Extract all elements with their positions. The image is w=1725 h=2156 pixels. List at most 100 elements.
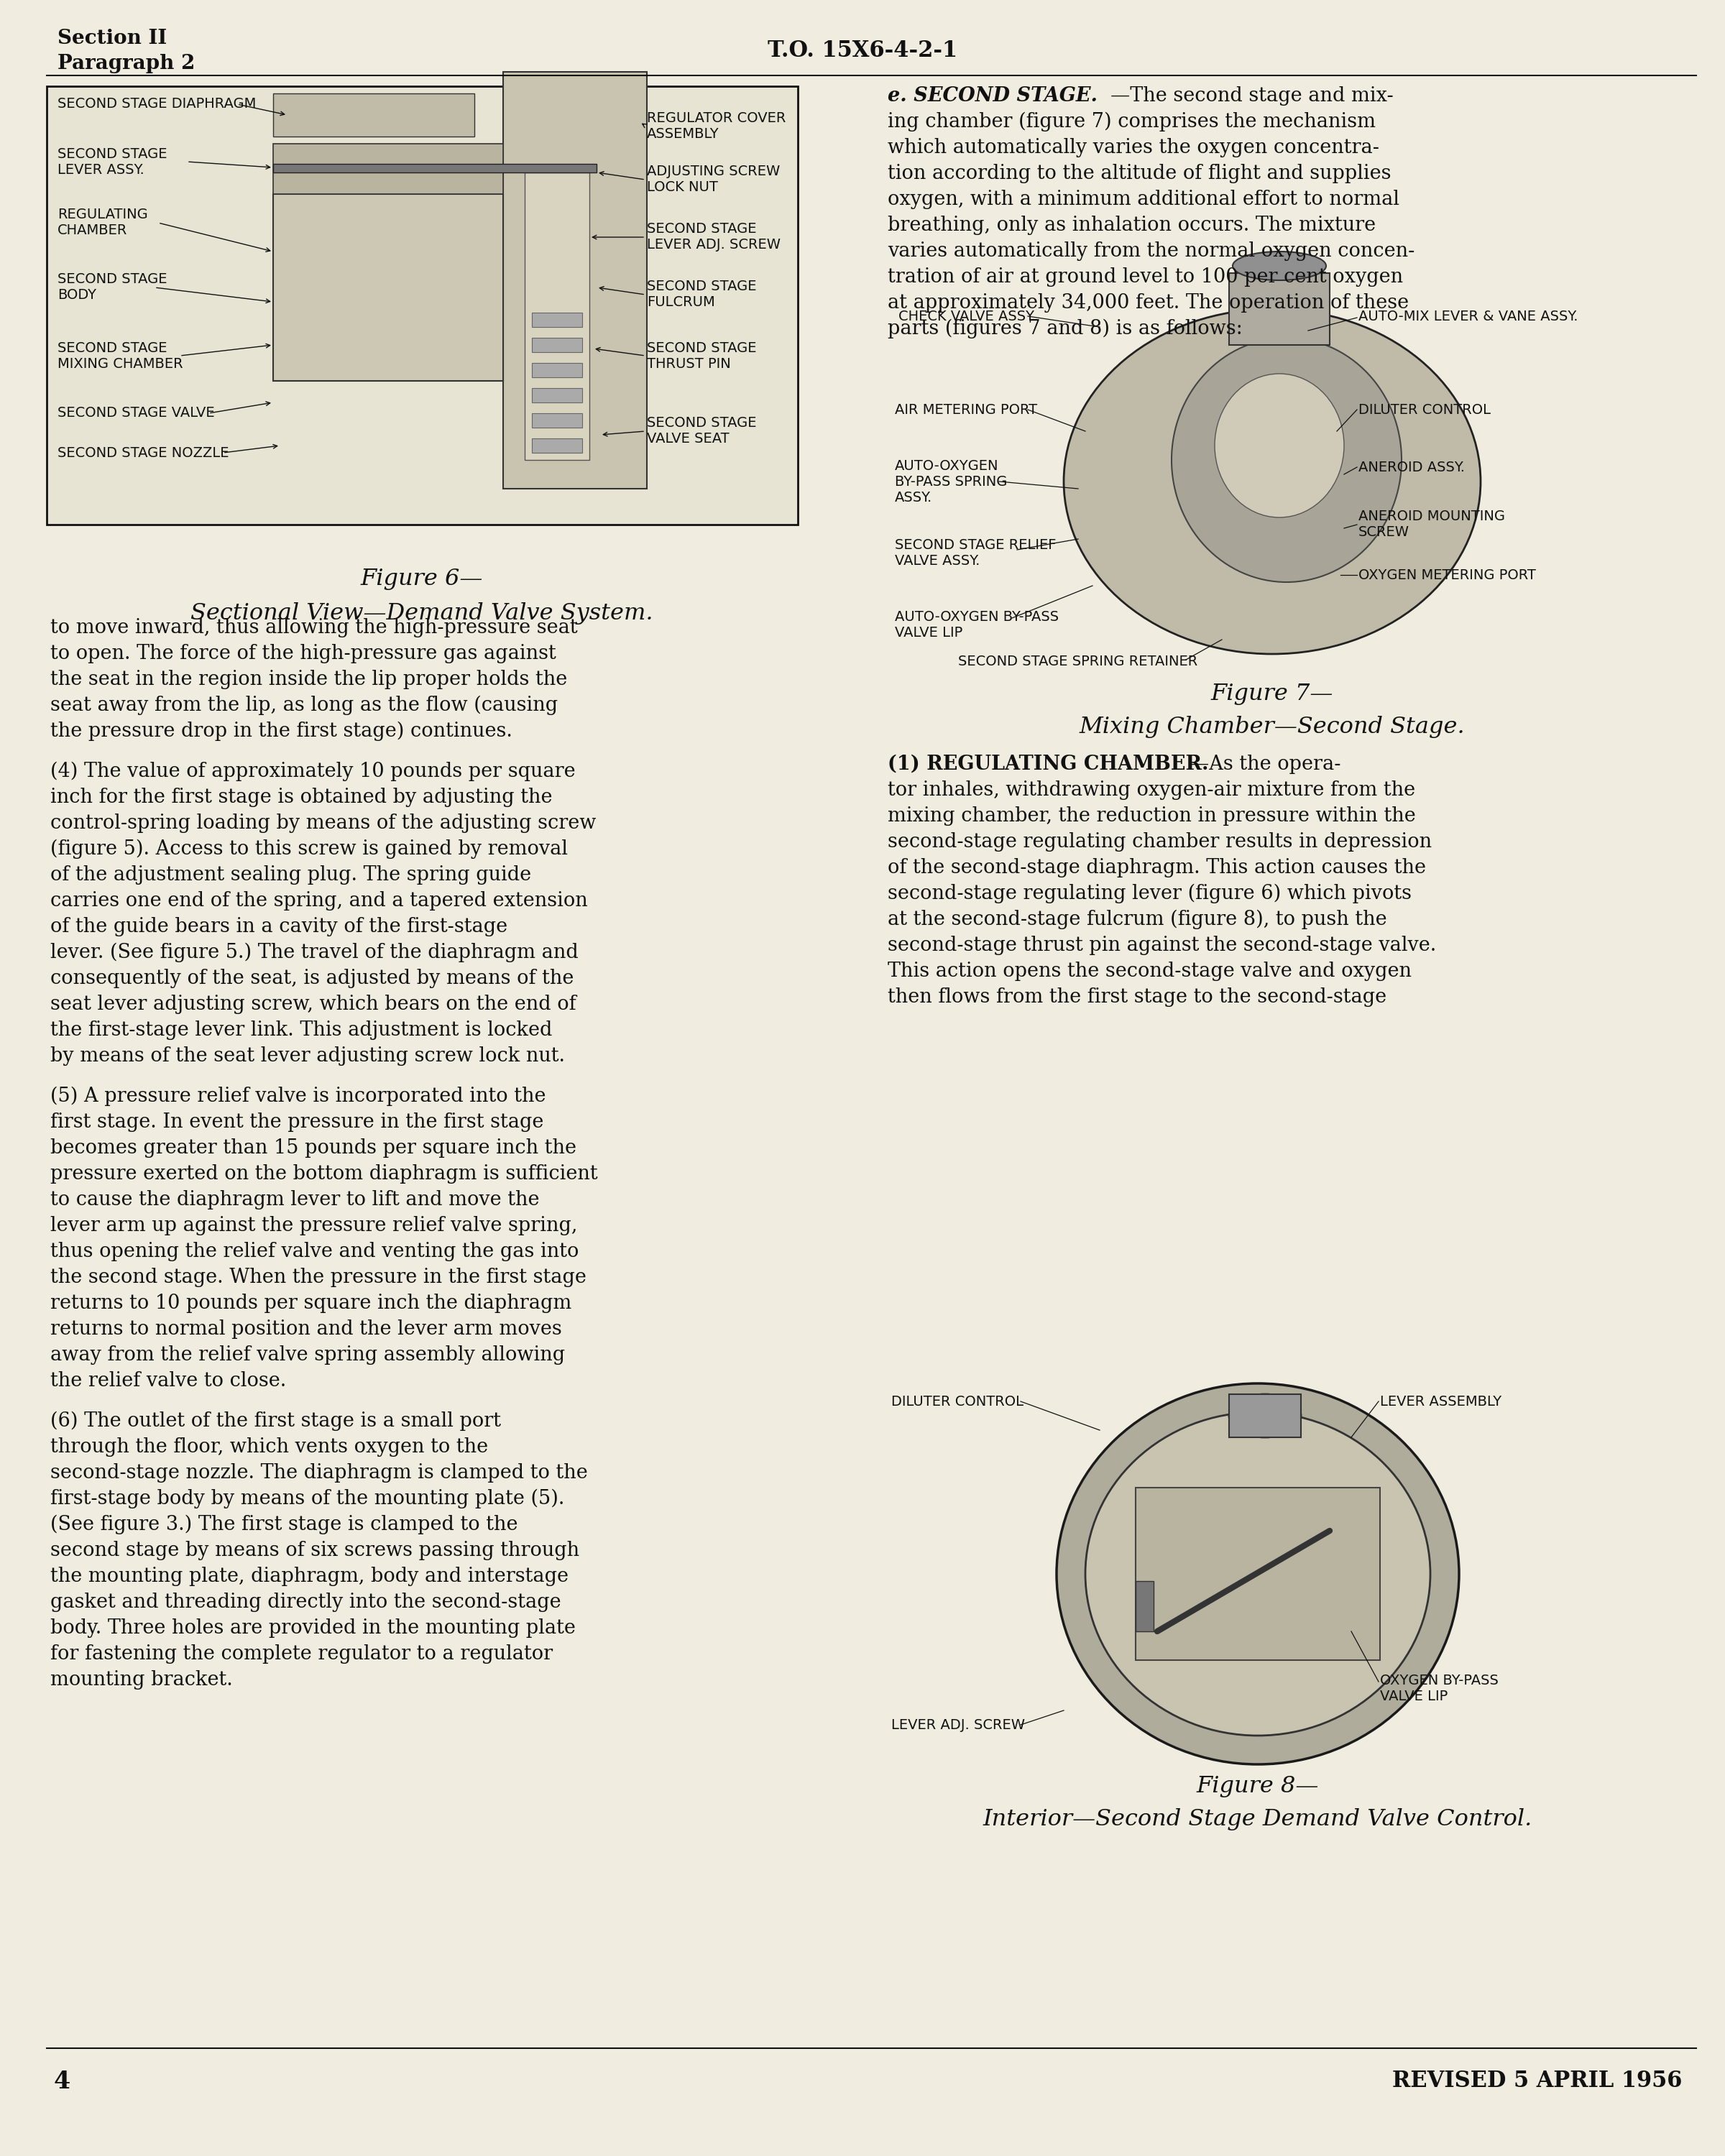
Text: (6) The outlet of the first stage is a small port: (6) The outlet of the first stage is a s… [50, 1412, 500, 1432]
Text: AUTO-MIX LEVER & VANE ASSY.: AUTO-MIX LEVER & VANE ASSY. [1359, 310, 1578, 323]
Bar [273, 164, 597, 172]
Text: Paragraph 2: Paragraph 2 [57, 54, 195, 73]
Text: Interior—Second Stage Demand Valve Control.: Interior—Second Stage Demand Valve Contr… [983, 1809, 1532, 1830]
Text: the first-stage lever link. This adjustment is locked: the first-stage lever link. This adjustm… [50, 1020, 552, 1039]
Bar [531, 388, 583, 403]
Text: seat away from the lip, as long as the flow (causing: seat away from the lip, as long as the f… [50, 696, 557, 716]
Text: (4) The value of approximately 10 pounds per square: (4) The value of approximately 10 pounds… [50, 761, 576, 780]
Bar [1135, 1488, 1380, 1660]
Text: REGULATING
CHAMBER: REGULATING CHAMBER [57, 209, 148, 237]
Ellipse shape [1064, 308, 1480, 653]
Text: the relief valve to close.: the relief valve to close. [50, 1371, 286, 1391]
Text: SECOND STAGE SPRING RETAINER: SECOND STAGE SPRING RETAINER [959, 655, 1197, 668]
Text: returns to 10 pounds per square inch the diaphragm: returns to 10 pounds per square inch the… [50, 1294, 571, 1313]
Text: the pressure drop in the first stage) continues.: the pressure drop in the first stage) co… [50, 722, 512, 742]
Text: SECOND STAGE
FULCRUM: SECOND STAGE FULCRUM [647, 280, 757, 310]
Text: OXYGEN BY-PASS
VALVE LIP: OXYGEN BY-PASS VALVE LIP [1380, 1673, 1499, 1703]
Text: SECOND STAGE VALVE: SECOND STAGE VALVE [57, 405, 214, 420]
Text: second-stage regulating chamber results in depression: second-stage regulating chamber results … [888, 832, 1432, 852]
Text: control-spring loading by means of the adjusting screw: control-spring loading by means of the a… [50, 813, 597, 832]
Text: SECOND STAGE DIAPHRAGM: SECOND STAGE DIAPHRAGM [57, 97, 255, 110]
Text: returns to normal position and the lever arm moves: returns to normal position and the lever… [50, 1319, 562, 1339]
Text: of the guide bears in a cavity of the first-stage: of the guide bears in a cavity of the fi… [50, 916, 507, 936]
Text: becomes greater than 15 pounds per square inch the: becomes greater than 15 pounds per squar… [50, 1138, 576, 1158]
Text: lever. (See figure 5.) The travel of the diaphragm and: lever. (See figure 5.) The travel of the… [50, 942, 578, 962]
Bar [531, 362, 583, 377]
Text: ANEROID MOUNTING
SCREW: ANEROID MOUNTING SCREW [1359, 511, 1504, 539]
Text: Sectional View—Demand Valve System.: Sectional View—Demand Valve System. [191, 602, 654, 625]
Text: AUTO-OXYGEN BY-PASS
VALVE LIP: AUTO-OXYGEN BY-PASS VALVE LIP [895, 610, 1059, 640]
Text: Figure 6—: Figure 6— [361, 567, 483, 591]
Bar [531, 414, 583, 427]
Text: DILUTER CONTROL: DILUTER CONTROL [892, 1395, 1023, 1408]
Bar [273, 144, 504, 194]
Text: the second stage. When the pressure in the first stage: the second stage. When the pressure in t… [50, 1268, 586, 1287]
Text: gasket and threading directly into the second-stage: gasket and threading directly into the s… [50, 1593, 561, 1613]
Text: oxygen, with a minimum additional effort to normal: oxygen, with a minimum additional effort… [888, 190, 1399, 209]
Text: (5) A pressure relief valve is incorporated into the: (5) A pressure relief valve is incorpora… [50, 1087, 545, 1106]
Text: of the adjustment sealing plug. The spring guide: of the adjustment sealing plug. The spri… [50, 865, 531, 884]
Ellipse shape [1085, 1412, 1430, 1736]
Text: ADJUSTING SCREW
LOCK NUT: ADJUSTING SCREW LOCK NUT [647, 166, 780, 194]
Text: AUTO-OXYGEN
BY-PASS SPRING
ASSY.: AUTO-OXYGEN BY-PASS SPRING ASSY. [895, 459, 1007, 505]
Text: CHECK VALVE ASSY.: CHECK VALVE ASSY. [899, 310, 1037, 323]
Text: mixing chamber, the reduction in pressure within the: mixing chamber, the reduction in pressur… [888, 806, 1416, 826]
Bar [531, 438, 583, 453]
Ellipse shape [1228, 1395, 1301, 1438]
Text: T.O. 15X6-4-2-1: T.O. 15X6-4-2-1 [768, 39, 957, 63]
Text: This action opens the second-stage valve and oxygen: This action opens the second-stage valve… [888, 962, 1411, 981]
Text: at the second-stage fulcrum (figure 8), to push the: at the second-stage fulcrum (figure 8), … [888, 910, 1387, 929]
Text: consequently of the seat, is adjusted by means of the: consequently of the seat, is adjusted by… [50, 968, 574, 987]
Text: e. SECOND STAGE.: e. SECOND STAGE. [888, 86, 1097, 106]
Text: Section II: Section II [57, 28, 167, 47]
Text: by means of the seat lever adjusting screw lock nut.: by means of the seat lever adjusting scr… [50, 1046, 566, 1065]
Text: for fastening the complete regulator to a regulator: for fastening the complete regulator to … [50, 1645, 552, 1664]
Text: tor inhales, withdrawing oxygen-air mixture from the: tor inhales, withdrawing oxygen-air mixt… [888, 780, 1414, 800]
Text: carries one end of the spring, and a tapered extension: carries one end of the spring, and a tap… [50, 890, 588, 910]
Text: SECOND STAGE
THRUST PIN: SECOND STAGE THRUST PIN [647, 341, 757, 371]
Text: lever arm up against the pressure relief valve spring,: lever arm up against the pressure relief… [50, 1216, 578, 1235]
Text: away from the relief valve spring assembly allowing: away from the relief valve spring assemb… [50, 1345, 566, 1365]
Text: breathing, only as inhalation occurs. The mixture: breathing, only as inhalation occurs. Th… [888, 216, 1377, 235]
Text: thus opening the relief valve and venting the gas into: thus opening the relief valve and ventin… [50, 1242, 580, 1261]
Text: SECOND STAGE RELIEF
VALVE ASSY.: SECOND STAGE RELIEF VALVE ASSY. [895, 539, 1056, 569]
Text: SECOND STAGE
LEVER ASSY.: SECOND STAGE LEVER ASSY. [57, 147, 167, 177]
Text: parts (figures 7 and 8) is as follows:: parts (figures 7 and 8) is as follows: [888, 319, 1242, 338]
Bar [531, 313, 583, 328]
Text: SECOND STAGE
LEVER ADJ. SCREW: SECOND STAGE LEVER ADJ. SCREW [647, 222, 780, 252]
Text: inch for the first stage is obtained by adjusting the: inch for the first stage is obtained by … [50, 787, 552, 806]
Text: LEVER ASSEMBLY: LEVER ASSEMBLY [1380, 1395, 1501, 1408]
Text: the mounting plate, diaphragm, body and interstage: the mounting plate, diaphragm, body and … [50, 1567, 569, 1587]
Text: ing chamber (figure 7) comprises the mechanism: ing chamber (figure 7) comprises the mec… [888, 112, 1377, 132]
Text: SECOND STAGE NOZZLE: SECOND STAGE NOZZLE [57, 446, 229, 459]
Text: Figure 8—: Figure 8— [1197, 1774, 1320, 1798]
Text: which automatically varies the oxygen concentra-: which automatically varies the oxygen co… [888, 138, 1380, 157]
Text: AIR METERING PORT: AIR METERING PORT [895, 403, 1037, 416]
Text: (1) REGULATING CHAMBER.: (1) REGULATING CHAMBER. [888, 755, 1209, 774]
Ellipse shape [1233, 252, 1327, 280]
Bar [1228, 274, 1330, 345]
Text: second-stage regulating lever (figure 6) which pivots: second-stage regulating lever (figure 6)… [888, 884, 1411, 903]
Text: first stage. In event the pressure in the first stage: first stage. In event the pressure in th… [50, 1112, 543, 1132]
Text: ANEROID ASSY.: ANEROID ASSY. [1359, 461, 1465, 474]
Text: REVISED 5 APRIL 1956: REVISED 5 APRIL 1956 [1392, 2070, 1682, 2091]
Text: 4: 4 [53, 2070, 71, 2093]
Bar [524, 172, 590, 459]
FancyBboxPatch shape [47, 86, 797, 524]
Text: tration of air at ground level to 100 per cent oxygen: tration of air at ground level to 100 pe… [888, 267, 1402, 287]
Text: through the floor, which vents oxygen to the: through the floor, which vents oxygen to… [50, 1438, 488, 1457]
Text: to move inward, thus allowing the high-pressure seat: to move inward, thus allowing the high-p… [50, 619, 578, 638]
Text: pressure exerted on the bottom diaphragm is sufficient: pressure exerted on the bottom diaphragm… [50, 1164, 599, 1184]
Bar [531, 338, 583, 351]
Text: to open. The force of the high-pressure gas against: to open. The force of the high-pressure … [50, 645, 555, 664]
Text: REGULATOR COVER
ASSEMBLY: REGULATOR COVER ASSEMBLY [647, 110, 787, 140]
Text: tion according to the altitude of flight and supplies: tion according to the altitude of flight… [888, 164, 1390, 183]
Text: second stage by means of six screws passing through: second stage by means of six screws pass… [50, 1542, 580, 1561]
Text: SECOND STAGE
MIXING CHAMBER: SECOND STAGE MIXING CHAMBER [57, 341, 183, 371]
Text: (See figure 3.) The first stage is clamped to the: (See figure 3.) The first stage is clamp… [50, 1516, 517, 1535]
Text: second-stage thrust pin against the second-stage valve.: second-stage thrust pin against the seco… [888, 936, 1437, 955]
Bar [1135, 1580, 1154, 1632]
Text: seat lever adjusting screw, which bears on the end of: seat lever adjusting screw, which bears … [50, 994, 576, 1013]
Text: mounting bracket.: mounting bracket. [50, 1671, 233, 1690]
Text: of the second-stage diaphragm. This action causes the: of the second-stage diaphragm. This acti… [888, 858, 1427, 877]
